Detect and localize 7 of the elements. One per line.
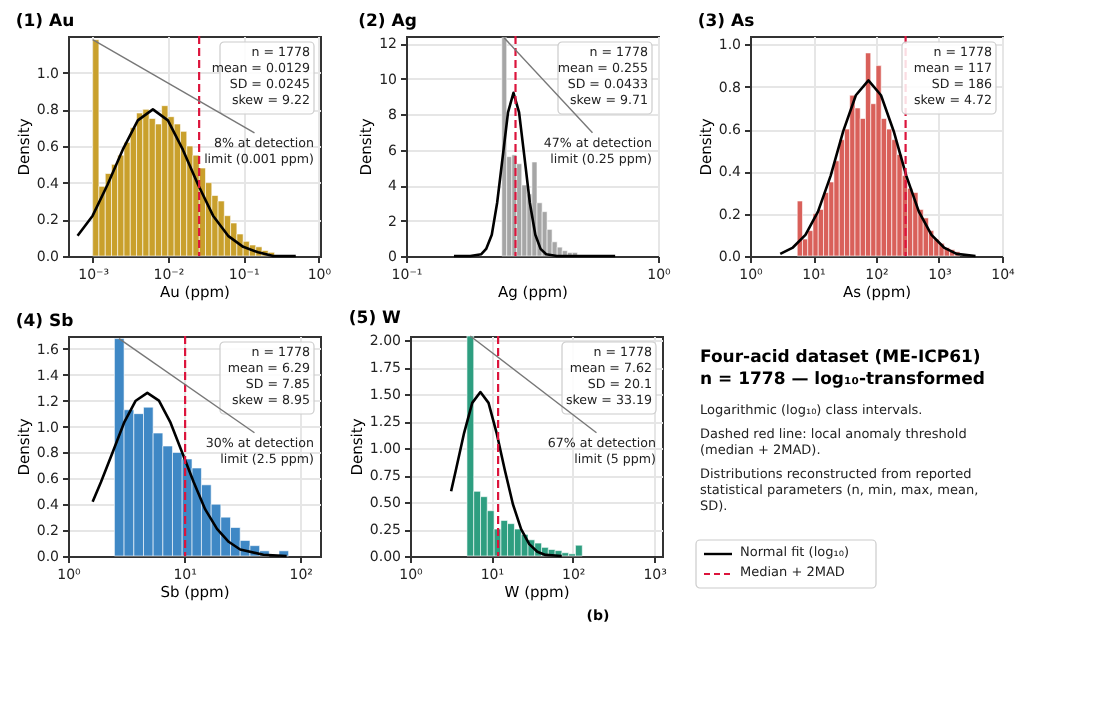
chart-title: (3) As: [697, 11, 755, 32]
chart-title: (2) Ag: [358, 11, 417, 32]
chart-title: (4) Sb: [15, 311, 74, 332]
chart-title: (1) Au: [15, 11, 75, 32]
text: n = 1778 — log₁₀-transformed: [700, 370, 986, 390]
text: Four-acid dataset (ME-ICP61): [700, 348, 981, 368]
chart-title: (5) W: [348, 309, 403, 330]
